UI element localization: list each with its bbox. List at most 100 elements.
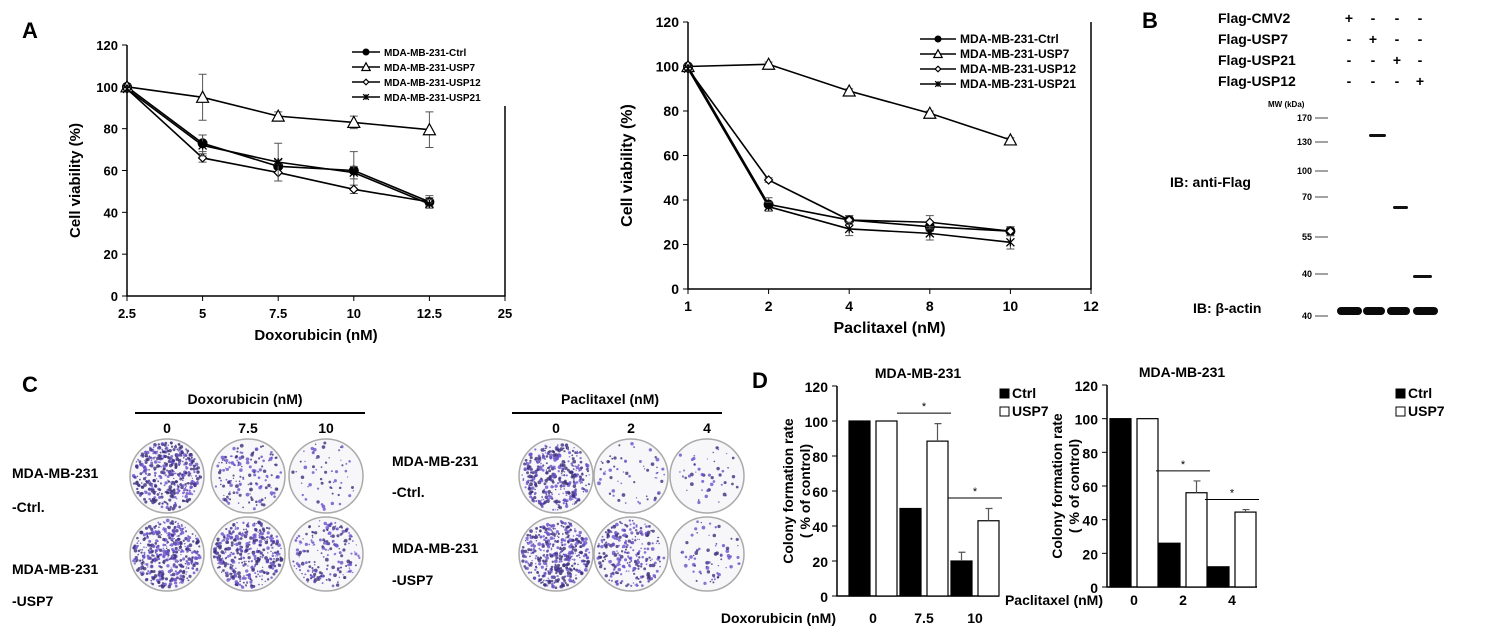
bar-Ctrl	[1109, 418, 1132, 588]
colony	[171, 506, 175, 511]
colony	[247, 573, 251, 577]
colony	[239, 443, 244, 448]
y-tick-label: 100	[1075, 412, 1099, 428]
colony	[316, 500, 320, 504]
colony	[697, 547, 701, 551]
colony	[167, 479, 169, 481]
colony	[563, 539, 567, 542]
colony	[549, 495, 553, 499]
colony	[223, 494, 225, 496]
colony	[297, 534, 301, 538]
colony	[656, 539, 659, 543]
y-tick-label: 40	[663, 192, 679, 208]
colony	[549, 457, 552, 460]
colony	[156, 493, 160, 496]
colony	[167, 569, 172, 574]
colony	[536, 465, 540, 468]
colony	[311, 569, 315, 572]
y-tick-label: 100	[656, 59, 680, 75]
colony	[630, 540, 635, 545]
colony	[151, 558, 154, 562]
colony	[694, 527, 698, 531]
colony	[313, 543, 316, 546]
series-MDA-MB-231-USP21	[683, 64, 1015, 250]
colony	[181, 550, 185, 553]
colony	[322, 529, 326, 532]
colony	[254, 528, 258, 532]
colony	[238, 561, 240, 564]
colony	[160, 572, 165, 576]
colony	[249, 577, 252, 580]
colony	[578, 530, 582, 535]
colony	[229, 555, 232, 557]
colony	[566, 558, 570, 562]
colony	[164, 462, 167, 465]
colony	[637, 584, 639, 587]
colony	[135, 560, 138, 563]
colony	[528, 571, 531, 574]
colony	[242, 564, 245, 567]
colony	[567, 521, 570, 524]
colony	[563, 543, 567, 546]
colony	[536, 461, 540, 464]
colony	[571, 558, 573, 561]
colony	[266, 546, 270, 550]
colony	[243, 560, 246, 563]
colony	[559, 546, 562, 549]
error-bar	[934, 423, 942, 442]
colony	[220, 455, 225, 460]
mw-marker-label: 40	[1302, 269, 1312, 279]
colony	[188, 574, 192, 578]
legend-label: MDA-MB-231-USP21	[384, 93, 481, 104]
colony	[183, 499, 186, 503]
colony	[542, 583, 546, 587]
marker-circle	[362, 48, 370, 56]
colony	[348, 494, 352, 498]
colony	[555, 446, 559, 449]
colony	[534, 482, 537, 485]
colony	[527, 539, 529, 542]
colony	[548, 466, 550, 468]
colony	[235, 542, 239, 547]
colony	[605, 541, 608, 544]
colony	[602, 472, 606, 476]
colony	[527, 479, 530, 482]
dose-label: 7.5	[238, 420, 258, 436]
colony	[577, 464, 580, 467]
colony	[684, 555, 688, 559]
colony	[549, 446, 551, 449]
colony	[262, 528, 266, 532]
colony	[227, 555, 230, 558]
colony	[174, 521, 177, 523]
colony	[245, 460, 250, 465]
colony	[527, 486, 532, 491]
colony	[717, 448, 720, 451]
colony	[550, 491, 553, 494]
dose-label: 2	[627, 420, 635, 436]
colony	[524, 555, 528, 559]
colony	[612, 524, 617, 529]
colony	[708, 534, 710, 536]
colony	[539, 467, 543, 471]
colony	[326, 554, 329, 557]
colony	[570, 462, 574, 465]
colony	[331, 534, 335, 538]
colony	[246, 580, 248, 583]
colony	[158, 475, 160, 477]
colony	[738, 562, 741, 565]
colony	[245, 550, 248, 553]
colony	[348, 537, 352, 541]
colony	[550, 579, 554, 583]
colony	[348, 567, 351, 569]
colony	[144, 460, 146, 462]
colony	[554, 453, 559, 457]
legend-label: MDA-MB-231-Ctrl	[384, 48, 466, 59]
colony	[563, 579, 566, 582]
colony	[173, 495, 177, 499]
colony	[712, 533, 717, 538]
colony	[557, 470, 560, 473]
colony	[554, 499, 559, 504]
colony	[324, 557, 329, 562]
colony	[261, 566, 264, 568]
colony	[609, 455, 612, 458]
